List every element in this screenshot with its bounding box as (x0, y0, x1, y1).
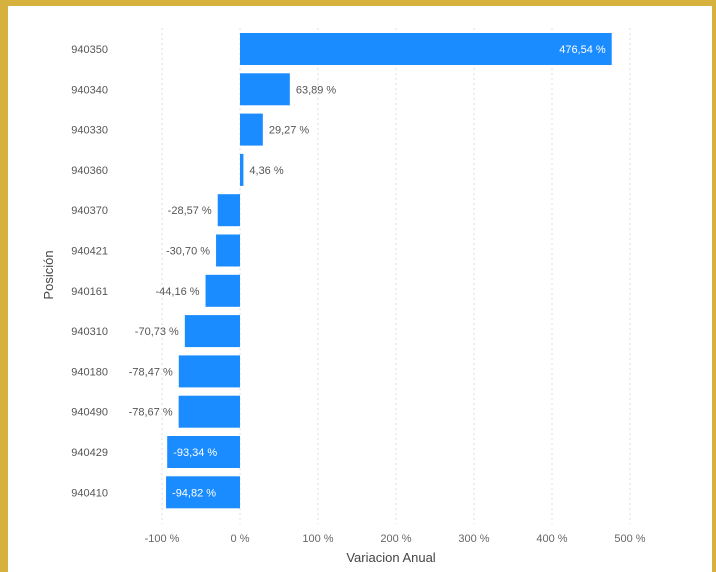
bar (240, 153, 244, 186)
value-label: -78,67 % (129, 407, 173, 419)
x-tick-label: 100 % (302, 533, 333, 545)
category-label: 940350 (71, 44, 108, 56)
x-tick-label: 400 % (536, 533, 567, 545)
value-label: -93,34 % (173, 447, 217, 459)
category-label: 940490 (71, 407, 108, 419)
category-label: 940330 (71, 125, 108, 137)
category-label: 940180 (71, 366, 108, 378)
bar (166, 476, 240, 509)
x-tick-label: 300 % (458, 533, 489, 545)
x-tick-labels: -100 % 0 % 100 % 200 % 300 % 400 % 500 % (145, 533, 646, 545)
value-label: -94,82 % (172, 487, 216, 499)
value-label: 4,36 % (249, 165, 283, 177)
value-label: -44,16 % (156, 286, 200, 298)
value-label: -28,57 % (168, 205, 212, 217)
bar (178, 355, 240, 388)
bar-chart: 476,54 % 63,89 % 29,27 % 4,36 % -28,57 % -30,… (41, 28, 646, 565)
value-label: -70,73 % (135, 326, 179, 338)
category-label: 940340 (71, 84, 108, 96)
chart-panel: 476,54 % 63,89 % 29,27 % 4,36 % -28,57 % -30,… (8, 6, 712, 572)
bar (205, 274, 240, 307)
bar (216, 234, 240, 267)
category-label: 940429 (71, 447, 108, 459)
bar (178, 395, 240, 428)
x-tick-label: -100 % (145, 533, 180, 545)
y-axis-title: Posición (41, 250, 56, 299)
x-tick-label: 500 % (614, 533, 645, 545)
bar (240, 113, 263, 146)
value-label: 476,54 % (559, 44, 606, 56)
category-labels: 940350 940340 940330 940360 940370 940421 9401… (71, 44, 108, 499)
bar (184, 315, 240, 348)
value-labels: 476,54 % 63,89 % 29,27 % 4,36 % -28,57 % -30,… (129, 44, 606, 499)
category-label: 940310 (71, 326, 108, 338)
x-tick-label: 200 % (380, 533, 411, 545)
value-label: -30,70 % (166, 246, 210, 258)
x-tick-label: 0 % (231, 533, 250, 545)
bar (217, 194, 240, 227)
bar (240, 73, 290, 106)
value-label: 63,89 % (296, 84, 337, 96)
bar (240, 33, 612, 65)
category-label: 940410 (71, 487, 108, 499)
value-label: -78,47 % (129, 366, 173, 378)
category-label: 940161 (71, 286, 108, 298)
bar (167, 436, 240, 468)
category-label: 940370 (71, 205, 108, 217)
bars (166, 33, 612, 509)
category-label: 940421 (71, 246, 108, 258)
x-axis-title: Variacion Anual (346, 550, 435, 565)
category-label: 940360 (71, 165, 108, 177)
value-label: 29,27 % (269, 125, 310, 137)
